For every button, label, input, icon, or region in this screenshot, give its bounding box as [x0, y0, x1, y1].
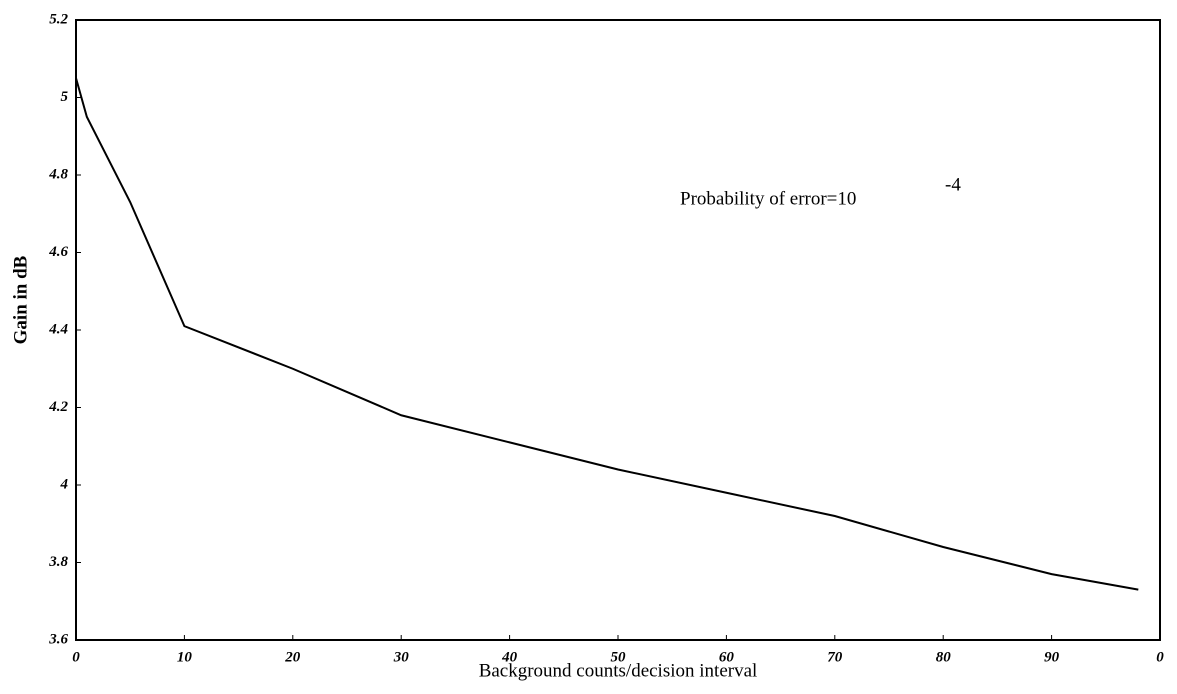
x-tick-label: 80 — [936, 649, 952, 665]
x-tick-label: 90 — [1044, 649, 1060, 665]
x-tick-label: 30 — [393, 649, 410, 665]
y-tick-label: 3.6 — [48, 631, 68, 647]
y-tick-label: 5.2 — [49, 11, 68, 27]
y-tick-label: 4.4 — [48, 321, 68, 337]
x-tick-label: 10 — [177, 649, 193, 665]
x-tick-label: 0 — [1156, 649, 1164, 665]
y-tick-label: 3.8 — [48, 554, 68, 570]
y-tick-label: 4.6 — [48, 244, 68, 260]
y-tick-label: 4.2 — [48, 399, 68, 415]
x-tick-label: 70 — [827, 649, 843, 665]
y-tick-label: 4 — [60, 476, 69, 492]
x-tick-label: 20 — [284, 649, 301, 665]
line — [75, 77, 1139, 591]
y-axis-label: Gain in dB — [10, 255, 31, 344]
x-tick-label: 50 — [611, 649, 627, 665]
x-axis-label: Background counts/decision interval — [479, 660, 758, 681]
x-tick-label: 0 — [72, 649, 80, 665]
y-tick-label: 4.8 — [48, 166, 68, 182]
annotation-exponent: -4 — [945, 174, 961, 195]
x-tick-label: 40 — [501, 649, 518, 665]
annotation: Probability of error=10 — [680, 188, 856, 209]
x-tick-label: 60 — [719, 649, 735, 665]
y-tick-label: 5 — [61, 89, 69, 105]
plot-frame — [75, 19, 1161, 641]
